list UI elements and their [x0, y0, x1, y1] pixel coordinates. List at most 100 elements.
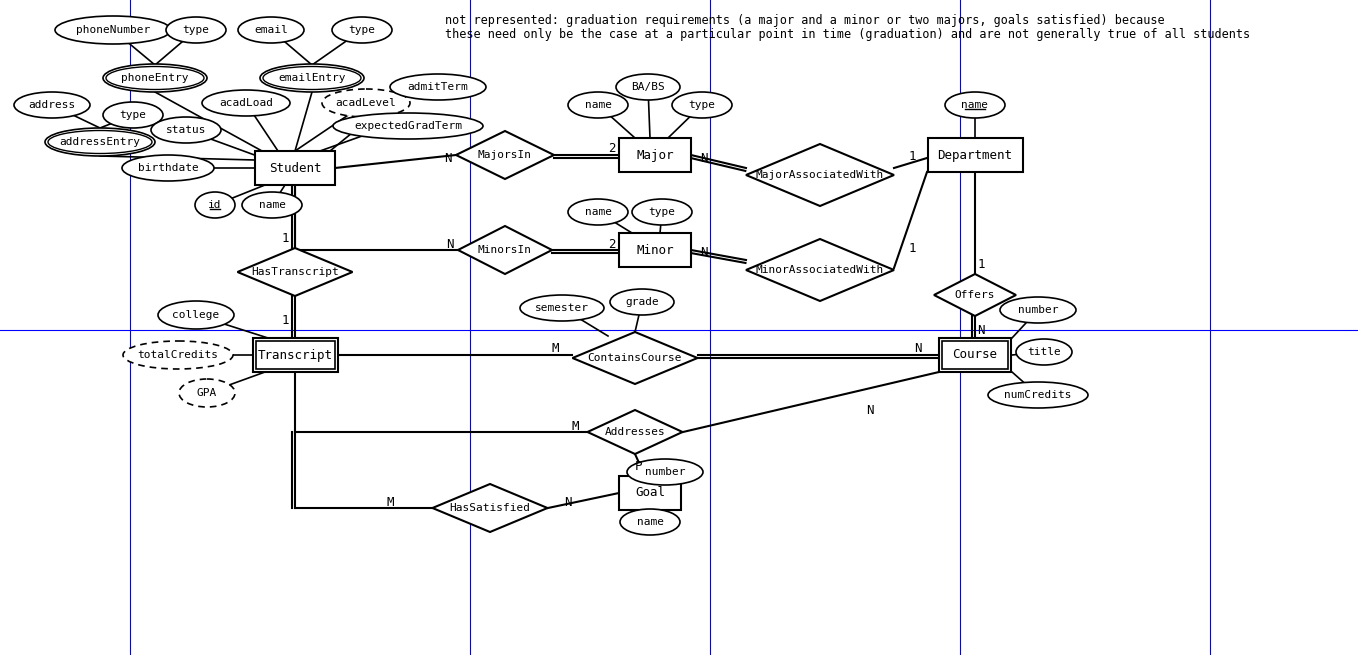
- Ellipse shape: [631, 199, 693, 225]
- Text: admitTerm: admitTerm: [407, 82, 469, 92]
- Ellipse shape: [202, 90, 291, 116]
- Text: type: type: [182, 25, 209, 35]
- Ellipse shape: [568, 199, 627, 225]
- Ellipse shape: [242, 192, 301, 218]
- Text: these need only be the case at a particular point in time (graduation) and are n: these need only be the case at a particu…: [445, 28, 1251, 41]
- Text: type: type: [689, 100, 716, 110]
- Ellipse shape: [390, 74, 486, 100]
- Polygon shape: [934, 274, 1016, 316]
- Text: phoneNumber: phoneNumber: [76, 25, 151, 35]
- Ellipse shape: [166, 17, 225, 43]
- Text: name: name: [258, 200, 285, 210]
- Text: grade: grade: [625, 297, 659, 307]
- Bar: [619, 233, 691, 267]
- Text: N: N: [701, 246, 708, 259]
- Ellipse shape: [158, 301, 234, 329]
- Polygon shape: [456, 131, 554, 179]
- Text: M: M: [572, 419, 579, 432]
- Polygon shape: [746, 239, 894, 301]
- Polygon shape: [588, 410, 683, 454]
- Ellipse shape: [14, 92, 90, 118]
- Text: addressEntry: addressEntry: [60, 137, 140, 147]
- Text: not represented: graduation requirements (a major and a minor or two majors, goa: not represented: graduation requirements…: [445, 14, 1165, 27]
- Text: 2: 2: [608, 141, 615, 155]
- Text: email: email: [254, 25, 288, 35]
- Text: name: name: [637, 517, 664, 527]
- Text: Addresses: Addresses: [604, 427, 665, 437]
- Text: Goal: Goal: [636, 487, 665, 500]
- Text: number: number: [645, 467, 686, 477]
- Text: Department: Department: [937, 149, 1013, 162]
- Text: birthdate: birthdate: [137, 163, 198, 173]
- Text: N: N: [565, 495, 572, 508]
- Text: MajorAssociatedWith: MajorAssociatedWith: [756, 170, 884, 180]
- Ellipse shape: [322, 89, 410, 117]
- Text: HasSatisfied: HasSatisfied: [449, 503, 531, 513]
- Ellipse shape: [259, 64, 364, 92]
- Ellipse shape: [333, 113, 483, 139]
- Text: 1: 1: [909, 151, 915, 164]
- Text: name: name: [961, 100, 989, 110]
- Text: name: name: [584, 100, 611, 110]
- Text: id: id: [208, 200, 221, 210]
- Text: number: number: [1017, 305, 1058, 315]
- Ellipse shape: [610, 289, 674, 315]
- Text: M: M: [386, 495, 394, 508]
- Bar: [619, 138, 691, 172]
- Text: 1: 1: [281, 314, 289, 326]
- Text: title: title: [1027, 347, 1061, 357]
- Polygon shape: [458, 226, 551, 274]
- Text: M: M: [551, 343, 558, 356]
- Text: P: P: [634, 460, 642, 474]
- Text: Minor: Minor: [637, 244, 674, 257]
- Ellipse shape: [520, 295, 604, 321]
- Text: N: N: [914, 343, 922, 356]
- Text: acadLevel: acadLevel: [335, 98, 397, 108]
- Ellipse shape: [151, 117, 221, 143]
- Ellipse shape: [45, 128, 155, 156]
- Text: BA/BS: BA/BS: [631, 82, 665, 92]
- Ellipse shape: [989, 382, 1088, 408]
- Text: acadLoad: acadLoad: [219, 98, 273, 108]
- Ellipse shape: [672, 92, 732, 118]
- Ellipse shape: [196, 192, 235, 218]
- Text: Course: Course: [952, 348, 998, 362]
- Text: N: N: [866, 403, 873, 417]
- Ellipse shape: [945, 92, 1005, 118]
- Text: totalCredits: totalCredits: [137, 350, 219, 360]
- Text: MajorsIn: MajorsIn: [478, 150, 532, 160]
- Text: name: name: [584, 207, 611, 217]
- Text: N: N: [444, 151, 452, 164]
- Ellipse shape: [124, 341, 234, 369]
- Ellipse shape: [103, 64, 206, 92]
- Text: phoneEntry: phoneEntry: [121, 73, 189, 83]
- Text: N: N: [447, 238, 454, 250]
- Polygon shape: [238, 248, 353, 296]
- Text: 2: 2: [608, 238, 615, 250]
- Text: status: status: [166, 125, 206, 135]
- Bar: [253, 338, 338, 372]
- Bar: [942, 341, 1008, 369]
- Text: 1: 1: [909, 242, 915, 255]
- Ellipse shape: [263, 67, 361, 90]
- Polygon shape: [573, 332, 698, 384]
- Text: MinorsIn: MinorsIn: [478, 245, 532, 255]
- Text: Transcript: Transcript: [258, 348, 333, 362]
- Ellipse shape: [331, 17, 392, 43]
- Ellipse shape: [122, 155, 215, 181]
- Ellipse shape: [56, 16, 171, 44]
- Bar: [938, 338, 1010, 372]
- Text: semester: semester: [535, 303, 589, 313]
- Ellipse shape: [617, 74, 680, 100]
- Text: type: type: [349, 25, 376, 35]
- Ellipse shape: [999, 297, 1076, 323]
- Text: GPA: GPA: [197, 388, 217, 398]
- Bar: [619, 476, 680, 510]
- Text: numCredits: numCredits: [1005, 390, 1071, 400]
- Text: type: type: [649, 207, 675, 217]
- Ellipse shape: [1016, 339, 1071, 365]
- Text: emailEntry: emailEntry: [278, 73, 346, 83]
- Ellipse shape: [179, 379, 235, 407]
- Ellipse shape: [106, 67, 204, 90]
- Ellipse shape: [48, 130, 152, 153]
